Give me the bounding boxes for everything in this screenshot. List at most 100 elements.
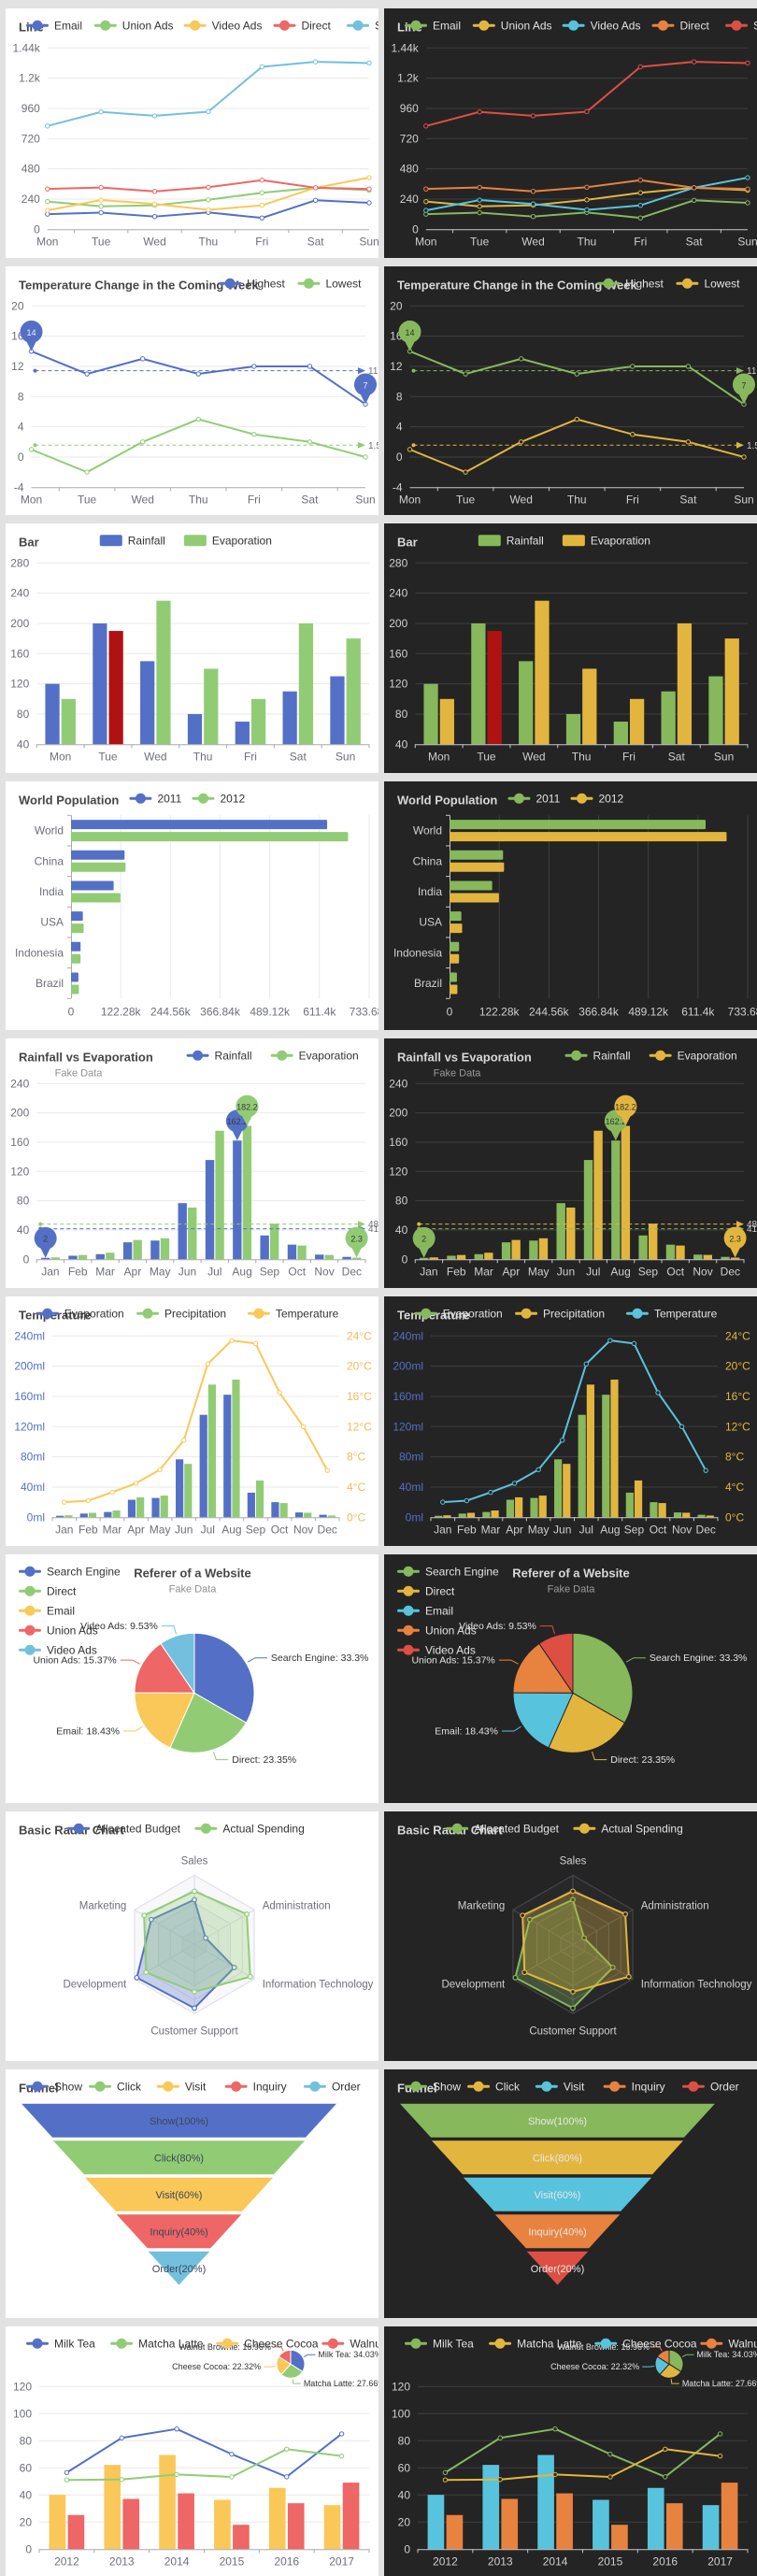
- bar-rainfall[interactable]: [93, 623, 107, 745]
- bar-walnut-brownie[interactable]: [233, 2525, 250, 2550]
- bar-2012-brazil[interactable]: [71, 984, 79, 995]
- legend-item-evaporation[interactable]: Evaporation: [36, 1307, 124, 1320]
- legend-label[interactable]: 2012: [221, 792, 246, 805]
- pie-slice[interactable]: [278, 2350, 292, 2366]
- bar-evaporation[interactable]: [151, 1497, 160, 1518]
- line-series[interactable]: [65, 2428, 343, 2479]
- bar-precipitation[interactable]: [232, 1379, 240, 1518]
- legend-label[interactable]: Evaporation: [678, 1050, 737, 1063]
- bar-evaporation[interactable]: [223, 1395, 232, 1518]
- legend-item-search-engine[interactable]: Search Engine: [19, 1565, 121, 1578]
- bar-evaporation[interactable]: [188, 1208, 197, 1260]
- bar-evaporation[interactable]: [602, 1395, 610, 1518]
- funnel-slice-order[interactable]: [146, 2250, 212, 2286]
- bar-precipitation[interactable]: [658, 1503, 666, 1518]
- bar-evaporation[interactable]: [156, 600, 171, 745]
- bar-2011-world[interactable]: [71, 819, 328, 829]
- bar-evaporation[interactable]: [530, 1497, 538, 1518]
- bar-evaporation[interactable]: [703, 1254, 713, 1260]
- bar-evaporation[interactable]: [435, 1515, 443, 1518]
- bar-cheese-cocoa[interactable]: [159, 2454, 176, 2550]
- legend-label[interactable]: Milk Tea: [54, 2338, 95, 2351]
- legend-item-highest[interactable]: Highest: [597, 277, 664, 290]
- legend-label[interactable]: Matcha Latte: [517, 2338, 582, 2351]
- bar-precipitation[interactable]: [112, 1510, 121, 1518]
- pie-slice[interactable]: [572, 1632, 634, 1724]
- legend-label[interactable]: Inquiry: [253, 2080, 287, 2093]
- bar-evaporation[interactable]: [298, 623, 314, 745]
- pie-slice[interactable]: [538, 1632, 574, 1695]
- bar-rainfall[interactable]: [342, 1257, 351, 1260]
- bar-rainfall[interactable]: [638, 1236, 648, 1260]
- bar-precipitation[interactable]: [207, 1384, 216, 1518]
- funnel-slice-order[interactable]: [524, 2250, 591, 2286]
- legend-label[interactable]: Visit: [564, 2080, 585, 2093]
- bar-evaporation[interactable]: [673, 1512, 682, 1518]
- bar-rainfall[interactable]: [419, 1258, 429, 1260]
- legend-label[interactable]: Temperature: [654, 1307, 718, 1320]
- bar-2011-india[interactable]: [450, 880, 493, 891]
- legend-item-email[interactable]: Email: [397, 1604, 453, 1617]
- line-series[interactable]: [444, 2428, 721, 2479]
- bar-rainfall[interactable]: [471, 623, 486, 745]
- legend-item-cheese-cocoa[interactable]: Cheese Cocoa: [594, 2338, 697, 2351]
- legend-item-email[interactable]: Email: [405, 19, 461, 32]
- bar-rainfall[interactable]: [315, 1254, 324, 1260]
- bar-evaporation[interactable]: [677, 623, 693, 745]
- bar-evaporation[interactable]: [625, 1492, 634, 1518]
- legend-label[interactable]: Email: [54, 19, 82, 32]
- legend-item-walnut-brownie[interactable]: Walnut Brownie: [700, 2338, 757, 2351]
- bar-2011-world[interactable]: [450, 819, 707, 829]
- legend-label[interactable]: Search Engine: [375, 19, 378, 32]
- bar-evaporation[interactable]: [106, 1252, 115, 1260]
- legend-label[interactable]: Walnut Brownie: [728, 2338, 757, 2351]
- bar-evaporation[interactable]: [650, 1502, 658, 1518]
- bar-evaporation[interactable]: [439, 698, 454, 745]
- legend-label[interactable]: Evaporation: [299, 1050, 359, 1063]
- legend-item-search-engine[interactable]: Search Engine: [347, 19, 378, 32]
- bar-precipitation[interactable]: [634, 1480, 643, 1518]
- bar-2011-indonesia[interactable]: [71, 941, 81, 952]
- legend-label[interactable]: Matcha Latte: [138, 2338, 204, 2351]
- bar-2011-india[interactable]: [71, 880, 114, 891]
- bar-precipitation[interactable]: [538, 1496, 547, 1518]
- bar-cheese-cocoa[interactable]: [104, 2465, 121, 2550]
- bar-evaporation[interactable]: [297, 1245, 307, 1260]
- pie-slice[interactable]: [512, 1642, 574, 1694]
- bar-2012-china[interactable]: [450, 862, 505, 872]
- bar-2011-usa[interactable]: [71, 910, 83, 921]
- legend-item-evaporation[interactable]: Evaporation: [562, 534, 650, 547]
- legend-item-precipitation[interactable]: Precipitation: [515, 1307, 605, 1320]
- bar-rainfall[interactable]: [187, 714, 203, 745]
- bar-evaporation[interactable]: [324, 1254, 335, 1260]
- legend-item-rainfall[interactable]: Rainfall: [186, 1050, 252, 1063]
- legend-item-union-ads[interactable]: Union Ads: [93, 19, 174, 32]
- legend-label[interactable]: Search Engine: [425, 1565, 499, 1578]
- legend-label[interactable]: Union Ads: [425, 1624, 477, 1637]
- bar-rainfall[interactable]: [583, 1160, 593, 1260]
- bar-rainfall[interactable]: [95, 1254, 105, 1260]
- bar-rainfall[interactable]: [40, 1258, 50, 1260]
- legend-label[interactable]: Temperature: [276, 1307, 339, 1320]
- bar-evaporation[interactable]: [104, 1511, 112, 1518]
- bar-precipitation[interactable]: [160, 1496, 168, 1518]
- bar-walnut-brownie[interactable]: [67, 2515, 85, 2550]
- bar-2012-india[interactable]: [450, 893, 499, 903]
- legend-item-click[interactable]: Click: [89, 2080, 142, 2093]
- bar-rainfall[interactable]: [613, 722, 628, 745]
- legend-label[interactable]: Search Engine: [47, 1565, 121, 1578]
- bar-2012-usa[interactable]: [71, 923, 84, 933]
- legend-label[interactable]: 2011: [536, 792, 560, 805]
- pie-slice[interactable]: [134, 1692, 195, 1749]
- bar-evaporation[interactable]: [204, 668, 219, 745]
- legend-label[interactable]: Email: [425, 1604, 453, 1617]
- line-series[interactable]: [64, 1339, 329, 1504]
- bar-2012-china[interactable]: [71, 862, 126, 872]
- legend-item-visit[interactable]: Visit: [156, 2080, 207, 2093]
- bar-rainfall[interactable]: [205, 1160, 215, 1260]
- legend-label[interactable]: Cheese Cocoa: [622, 2338, 697, 2351]
- bar-rainfall[interactable]: [140, 661, 155, 745]
- funnel-slice-visit[interactable]: [82, 2176, 276, 2212]
- legend-item-video-ads[interactable]: Video Ads: [183, 19, 263, 32]
- bar-evaporation[interactable]: [724, 638, 739, 745]
